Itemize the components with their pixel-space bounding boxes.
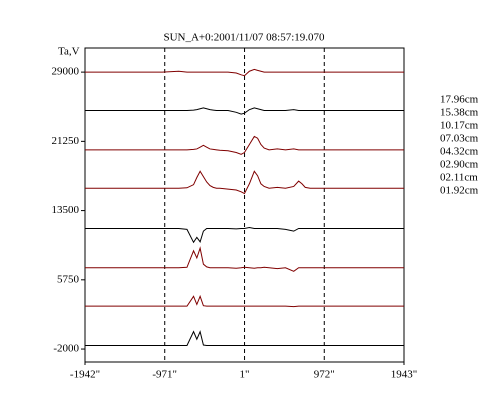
x-tick-label: -971" <box>152 369 177 381</box>
y-axis-label: Ta,V <box>58 46 80 58</box>
x-tick-label: 972" <box>314 369 335 381</box>
legend-label: 07.03cm <box>440 133 479 145</box>
series-line <box>85 170 404 195</box>
legend-label: 01.92cm <box>440 185 479 197</box>
y-tick-label: 13500 <box>52 204 80 216</box>
series-line <box>85 107 404 115</box>
legend-label: 17.96cm <box>440 94 479 106</box>
legend-label: 02.11cm <box>440 172 478 184</box>
x-tick-label: 1943" <box>391 369 418 381</box>
y-tick-label: 21250 <box>52 135 80 147</box>
legend-label: 15.38cm <box>440 107 479 119</box>
x-tick-label: -1942" <box>70 369 100 381</box>
series-line <box>85 68 404 77</box>
series-line <box>85 135 404 155</box>
series-line <box>85 330 404 346</box>
series-line <box>85 227 404 244</box>
x-tick-label: 1" <box>240 369 250 381</box>
y-tick-label: 5750 <box>57 273 80 285</box>
chart-title: SUN_A+0:2001/11/07 08:57:19.070 <box>163 32 325 44</box>
legend-label: 02.90cm <box>440 159 479 171</box>
y-tick-label: 29000 <box>52 66 80 78</box>
legend-label: 10.17cm <box>440 120 479 132</box>
series-line <box>85 294 404 308</box>
legend-label: 04.32cm <box>440 146 479 158</box>
y-tick-label: -2000 <box>53 343 79 355</box>
series-line <box>85 246 404 272</box>
